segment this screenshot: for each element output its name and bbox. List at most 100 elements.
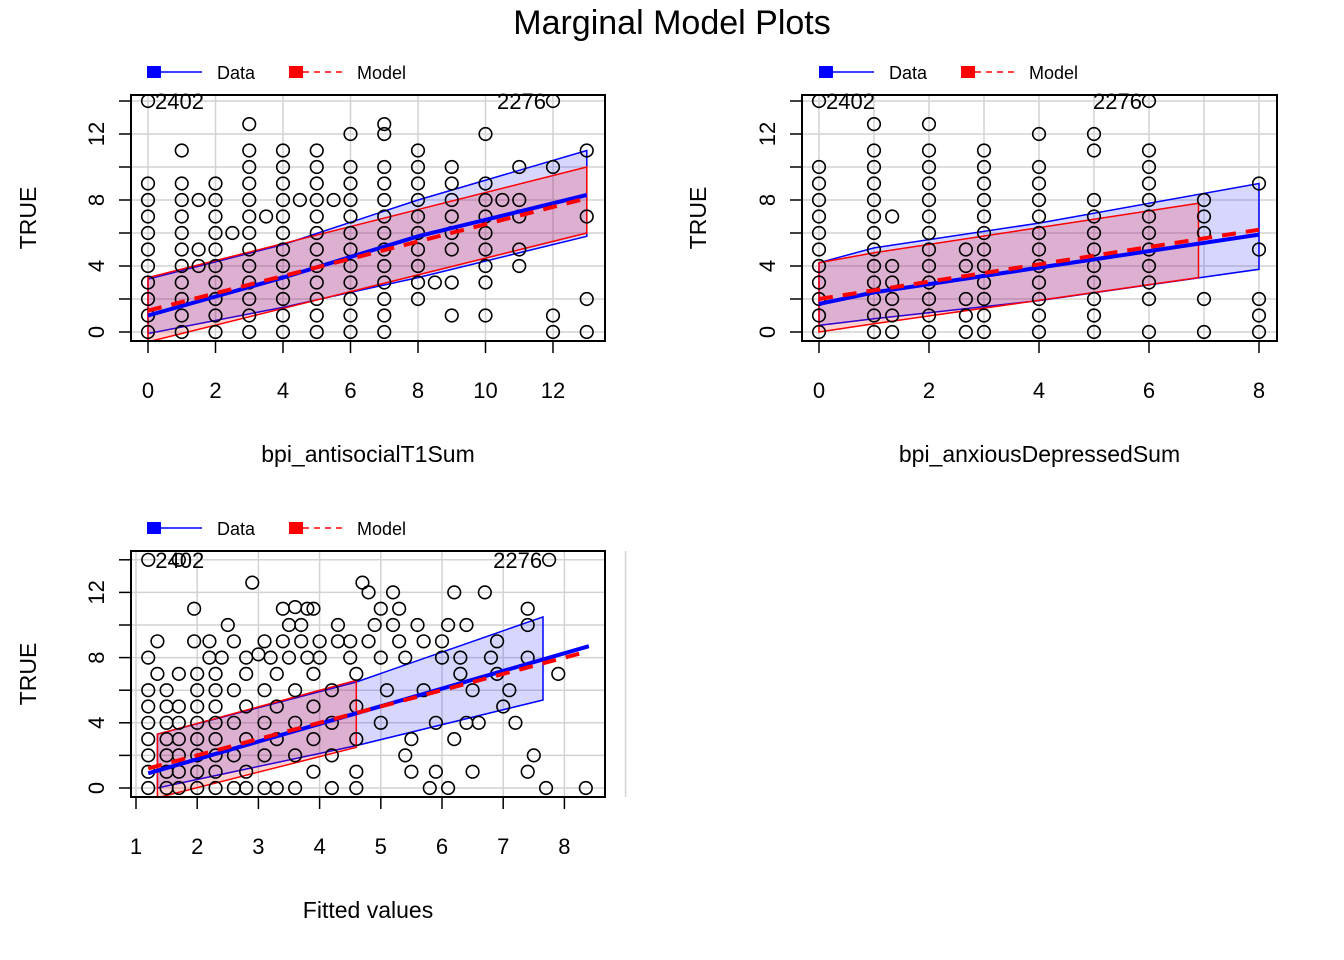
data-point [187,634,202,649]
data-point [976,308,992,323]
x-tick-label: 4 [313,834,325,859]
data-point [976,209,992,224]
data-point [921,225,937,241]
x-tick-label: 5 [375,834,387,859]
data-point [404,764,419,779]
data-point [269,699,284,714]
point-label: 2276 [497,89,546,114]
data-legend-swatch [147,522,161,534]
data-point [141,683,156,698]
data-point [171,699,186,714]
point-label: 2276 [493,548,542,573]
data-point [242,116,257,132]
data-point [208,731,223,747]
data-point [343,308,358,323]
data-point [866,176,882,191]
y-tick-label: 8 [84,194,109,206]
data-point [257,748,272,763]
data-point [377,275,392,290]
data-point [174,258,189,274]
data-point [976,143,992,158]
data-point [259,209,274,224]
data-point [1086,192,1102,208]
model-legend-swatch [289,522,303,534]
plot-area [140,95,594,341]
data-point [257,715,272,730]
x-axis-label: bpi_anxiousDepressedSum [899,441,1180,467]
data-point [1031,275,1047,290]
data-point [330,617,346,633]
data-point [208,308,223,323]
data-point [257,634,272,649]
data-point [309,192,324,208]
x-axis-label: bpi_antisocialT1Sum [261,441,475,467]
data-point [377,308,392,323]
data-point [811,225,827,241]
data-point [343,291,358,307]
data-point [140,192,156,208]
x-tick-label: 0 [142,378,154,403]
data-point [349,731,364,747]
data-point [191,242,206,257]
x-tick-label: 2 [209,378,221,403]
x-tick-label: 6 [1143,378,1155,403]
data-point [392,601,407,616]
data-point [478,242,493,257]
data-point [1141,192,1157,208]
points [811,95,1267,340]
data-point [495,192,510,208]
data-point [324,748,339,763]
data-point [377,159,392,175]
data-point [226,715,242,730]
data-point [208,764,223,779]
y-tick-label: 4 [84,717,109,729]
data-point [343,275,358,290]
data-point [202,634,217,649]
data-point [191,258,206,274]
data-point [361,634,376,649]
data-point [434,634,450,649]
data-point [214,650,229,665]
data-point [434,650,450,665]
data-point [275,176,291,191]
x-tick-label: 3 [252,834,264,859]
data-point [385,585,401,600]
data-line [818,232,1260,306]
data-point [579,324,594,340]
data-point [242,225,257,241]
data-point [379,683,395,698]
data-point [427,275,442,290]
y-axis-label: TRUE [15,187,41,250]
data-point [410,176,426,191]
data-point [1251,324,1267,340]
y-tick-label: 12 [755,122,780,146]
data-point [343,209,358,224]
data-point [478,126,493,142]
data-band [147,149,588,335]
data-point [921,192,937,208]
data-point [866,242,882,257]
data-point [373,601,388,616]
data-point [242,258,257,274]
data-point [478,258,493,274]
x-tick-label: 8 [558,834,570,859]
data-point [398,650,413,665]
model-line [147,196,588,313]
data-point [377,209,392,224]
data-point [239,666,254,682]
data-point [309,291,324,307]
panel-2: 2402 2276 0 2 4 6 8 bpi_anxiousDepressedSum 0 4 8 1… [685,63,1278,467]
data-point [281,650,297,665]
data-point [208,666,223,682]
data-point [885,324,900,340]
data-point [410,192,426,208]
data-point [150,666,165,682]
data-point [1031,126,1047,142]
model-legend-label: Model [357,63,406,83]
data-point [520,617,535,633]
point-label: 2402 [155,89,204,114]
data-point [579,291,594,307]
data-line [147,193,588,318]
data-point [465,683,480,698]
data-point [545,95,561,109]
